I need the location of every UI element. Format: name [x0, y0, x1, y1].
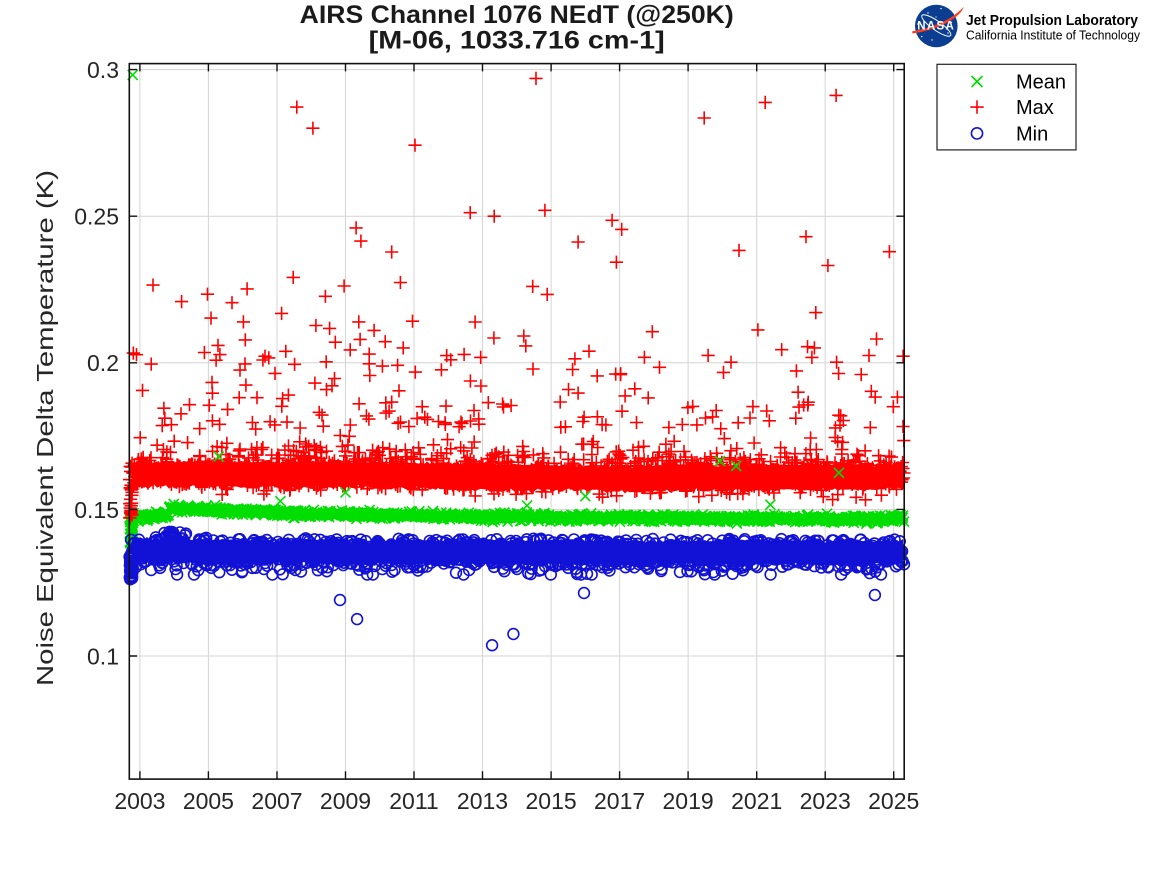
svg-text:Noise Equivalent Delta Tempera: Noise Equivalent Delta Temperature (K)	[32, 170, 58, 686]
svg-text:2005: 2005	[183, 788, 234, 814]
svg-text:2025: 2025	[868, 788, 919, 814]
svg-text:2007: 2007	[251, 788, 302, 814]
svg-text:Mean: Mean	[1016, 72, 1066, 94]
svg-text:2015: 2015	[526, 788, 577, 814]
svg-text:2017: 2017	[594, 788, 645, 814]
svg-text:Max: Max	[1016, 97, 1054, 119]
svg-text:2019: 2019	[663, 788, 714, 814]
svg-text:California Institute of Techno: California Institute of Technology	[966, 28, 1140, 43]
svg-text:0.15: 0.15	[74, 497, 119, 523]
svg-text:2021: 2021	[731, 788, 782, 814]
svg-text:2009: 2009	[320, 788, 371, 814]
svg-text:0.2: 0.2	[87, 350, 119, 376]
svg-text:2023: 2023	[800, 788, 851, 814]
svg-text:NASA: NASA	[917, 20, 955, 32]
svg-text:Min: Min	[1016, 124, 1048, 146]
svg-text:2011: 2011	[389, 788, 438, 814]
svg-text:2003: 2003	[114, 788, 165, 814]
svg-text:Jet Propulsion Laboratory: Jet Propulsion Laboratory	[966, 13, 1139, 29]
svg-text:0.1: 0.1	[87, 643, 119, 669]
svg-text:2013: 2013	[457, 788, 508, 814]
svg-text:0.3: 0.3	[87, 57, 119, 83]
svg-text:0.25: 0.25	[74, 204, 119, 230]
svg-text:AIRS Channel 1076 NEdT (@250K): AIRS Channel 1076 NEdT (@250K)	[300, 1, 734, 29]
svg-text:[M-06, 1033.716 cm-1]: [M-06, 1033.716 cm-1]	[369, 26, 665, 54]
